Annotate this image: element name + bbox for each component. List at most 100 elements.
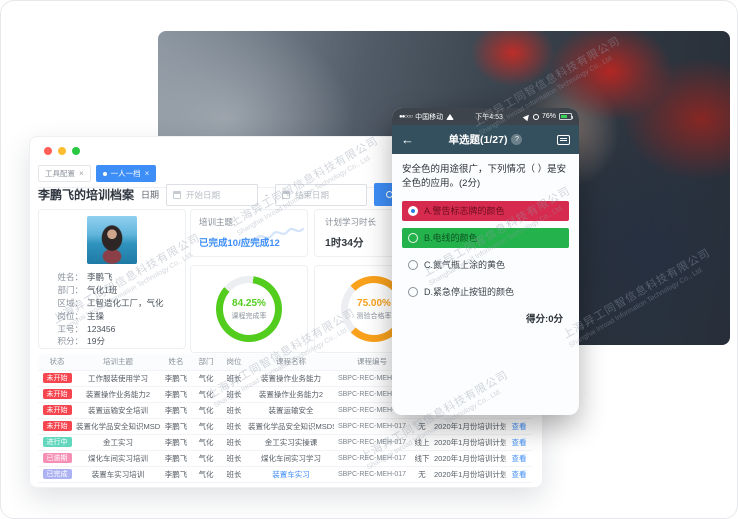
status-badge: 未开始 xyxy=(42,373,72,384)
view-link[interactable]: 查看 xyxy=(506,450,532,467)
avatar xyxy=(87,216,137,264)
quiz-panel: 安全色的用途很广，下列情况（ ）是安全色的应用。(2分) A.警告标志牌的颜色 … xyxy=(392,154,579,325)
view-link[interactable]: 查看 xyxy=(506,434,532,451)
cell-course: 装置操作业务能力2 xyxy=(248,386,334,403)
trend-sparkline xyxy=(239,227,305,246)
topic-label: 培训主题: xyxy=(199,217,236,227)
cell-mode: 线上 xyxy=(410,434,434,451)
cell-topic: 装置车实习培训 xyxy=(76,466,160,483)
option-normal[interactable]: D.紧急停止按钮的颜色 xyxy=(402,282,569,302)
score-label: 得分:0分 xyxy=(526,313,563,325)
cell-dept: 气化 xyxy=(192,386,220,403)
close-tab-icon[interactable]: × xyxy=(144,169,150,178)
topic-progress: 已完成10/应完成12 xyxy=(199,238,280,249)
table-row: 未开始 装置运输安全培训 李鹏飞 气化 班长 装置运输安全 SBPC-REC-M… xyxy=(38,402,532,419)
column-header: 课程名称 xyxy=(248,354,334,371)
window-controls xyxy=(44,147,80,155)
options-list: A.警告标志牌的颜色 B.电线的颜色 C.氮气瓶上涂的黄色 D.紧急停止按钮的颜… xyxy=(402,200,569,302)
profile-field: 区域： 工智造化工厂，气化 xyxy=(57,297,164,308)
option-correct[interactable]: B.电线的颜色 xyxy=(402,227,569,248)
cell-topic: 煤化车间实习培训 xyxy=(76,450,160,467)
clock-label: 下午4:53 xyxy=(475,113,503,121)
cell-post: 班长 xyxy=(220,450,248,467)
cell-dept: 气化 xyxy=(192,402,220,419)
help-icon[interactable]: ? xyxy=(511,134,523,145)
course-completion-card: 84.25% 课程完成率 xyxy=(190,265,308,353)
cell-dept: 气化 xyxy=(192,466,220,483)
signal-dots-icon: ●●○○○ xyxy=(399,113,413,120)
zoom-window-button[interactable] xyxy=(72,147,80,155)
toolbar: 李鹏飞的培训档案 日期 开始日期 - 结束日期 查询 xyxy=(38,183,429,206)
cell-code: SBPC-REC-MEH-017 xyxy=(334,386,410,403)
cell-status: 未开始 xyxy=(38,386,76,403)
profile-fields: 姓名： 李鹏飞 部门： 气化1班 区域： 工智造化工厂，气化 岗位： 主操 工号… xyxy=(47,271,177,348)
tab-one-person-one-file[interactable]: 一人一档 × xyxy=(95,165,157,182)
column-header: 培训主题 xyxy=(76,354,160,371)
phone-mockup: ●●○○○ 中国移动 下午4:53 76% ← 单选题(1/27) ? 安全色的… xyxy=(392,108,579,415)
cell-course: 金工实习实操课 xyxy=(248,434,334,451)
phone-nav-bar: ← 单选题(1/27) ? xyxy=(392,125,579,154)
donut-value: 75.00% xyxy=(357,297,391,309)
training-topic-card: 培训主题: 已完成10/应完成12 xyxy=(190,209,308,257)
cell-code: SBPC-REC-MEH-017 xyxy=(334,434,410,451)
back-icon[interactable]: ← xyxy=(401,132,414,147)
answer-sheet-icon[interactable] xyxy=(557,134,570,145)
course-link[interactable]: 装置车实习 xyxy=(248,466,334,483)
cell-dept: 气化 xyxy=(192,418,220,435)
end-date-placeholder: 结束日期 xyxy=(295,189,330,200)
close-window-button[interactable] xyxy=(44,147,52,155)
option-normal[interactable]: C.氮气瓶上涂的黄色 xyxy=(402,255,569,275)
cell-name: 李鹏飞 xyxy=(160,418,192,435)
active-dot-icon xyxy=(102,171,107,176)
radio-icon[interactable] xyxy=(408,286,418,297)
alarm-icon xyxy=(532,113,539,120)
cell-code: SBPC-REC-MEH-017 xyxy=(334,418,410,435)
end-date-input[interactable]: 结束日期 xyxy=(275,183,368,206)
profile-card: 姓名： 李鹏飞 部门： 气化1班 区域： 工智造化工厂，气化 岗位： 主操 工号… xyxy=(38,209,186,349)
cell-status: 未开始 xyxy=(38,402,76,419)
cell-name: 李鹏飞 xyxy=(160,386,192,403)
tab-tool-config[interactable]: 工具配置 × xyxy=(38,165,91,182)
profile-field: 部门： 气化1班 xyxy=(57,285,118,296)
profile-field: 积分： 19分 xyxy=(57,336,105,347)
battery-icon xyxy=(558,113,574,120)
cell-post: 班长 xyxy=(220,386,248,403)
start-date-input[interactable]: 开始日期 xyxy=(166,183,259,206)
cell-mode: 无 xyxy=(410,466,434,483)
cell-course: 装置操作业务能力 xyxy=(248,370,334,387)
plan-duration: 1时34分 xyxy=(325,237,364,249)
battery-percent: 76% xyxy=(541,113,556,120)
cell-plan: 2020年1月份培训计划 xyxy=(434,434,506,451)
calendar-icon xyxy=(282,190,291,199)
column-header: 岗位 xyxy=(220,354,248,371)
option-wrong[interactable]: A.警告标志牌的颜色 xyxy=(402,200,569,221)
close-tab-icon[interactable]: × xyxy=(79,169,84,178)
table-row: 已逾期 煤化车间实习培训 李鹏飞 气化 班长 煤化车间实习学习 SBPC-REC… xyxy=(38,450,532,467)
cell-course: 煤化车间实习学习 xyxy=(248,450,334,467)
column-header: 课程编号 xyxy=(334,354,410,371)
column-header: 状态 xyxy=(38,354,76,371)
cell-code: SBPC-REC-MEH-017 xyxy=(334,466,410,483)
cell-topic: 装置操作业务能力2 xyxy=(76,386,160,403)
profile-field: 姓名： 李鹏飞 xyxy=(57,272,113,283)
course-completion-donut: 84.25% 课程完成率 xyxy=(216,276,282,342)
plan-label: 计划学习时长 xyxy=(325,217,377,227)
column-header: 部门 xyxy=(192,354,220,371)
minimize-window-button[interactable] xyxy=(58,147,66,155)
view-link[interactable]: 查看 xyxy=(506,466,532,483)
radio-icon[interactable] xyxy=(408,205,418,216)
cell-name: 李鹏飞 xyxy=(160,434,192,451)
radio-icon[interactable] xyxy=(408,259,418,270)
cell-plan: 2020年1月份培训计划 xyxy=(434,450,506,467)
cell-post: 班长 xyxy=(220,402,248,419)
status-badge: 已逾期 xyxy=(42,453,72,464)
cell-post: 班长 xyxy=(220,434,248,451)
donut-label: 测验合格率 xyxy=(356,312,392,320)
start-date-placeholder: 开始日期 xyxy=(186,189,221,200)
radio-icon[interactable] xyxy=(408,232,418,243)
status-badge: 未开始 xyxy=(42,421,72,432)
cell-topic: 装置化学品安全知识MSDS xyxy=(76,418,160,435)
cell-name: 李鹏飞 xyxy=(160,370,192,387)
view-link[interactable]: 查看 xyxy=(506,418,532,435)
cell-topic: 装置运输安全培训 xyxy=(76,402,160,419)
